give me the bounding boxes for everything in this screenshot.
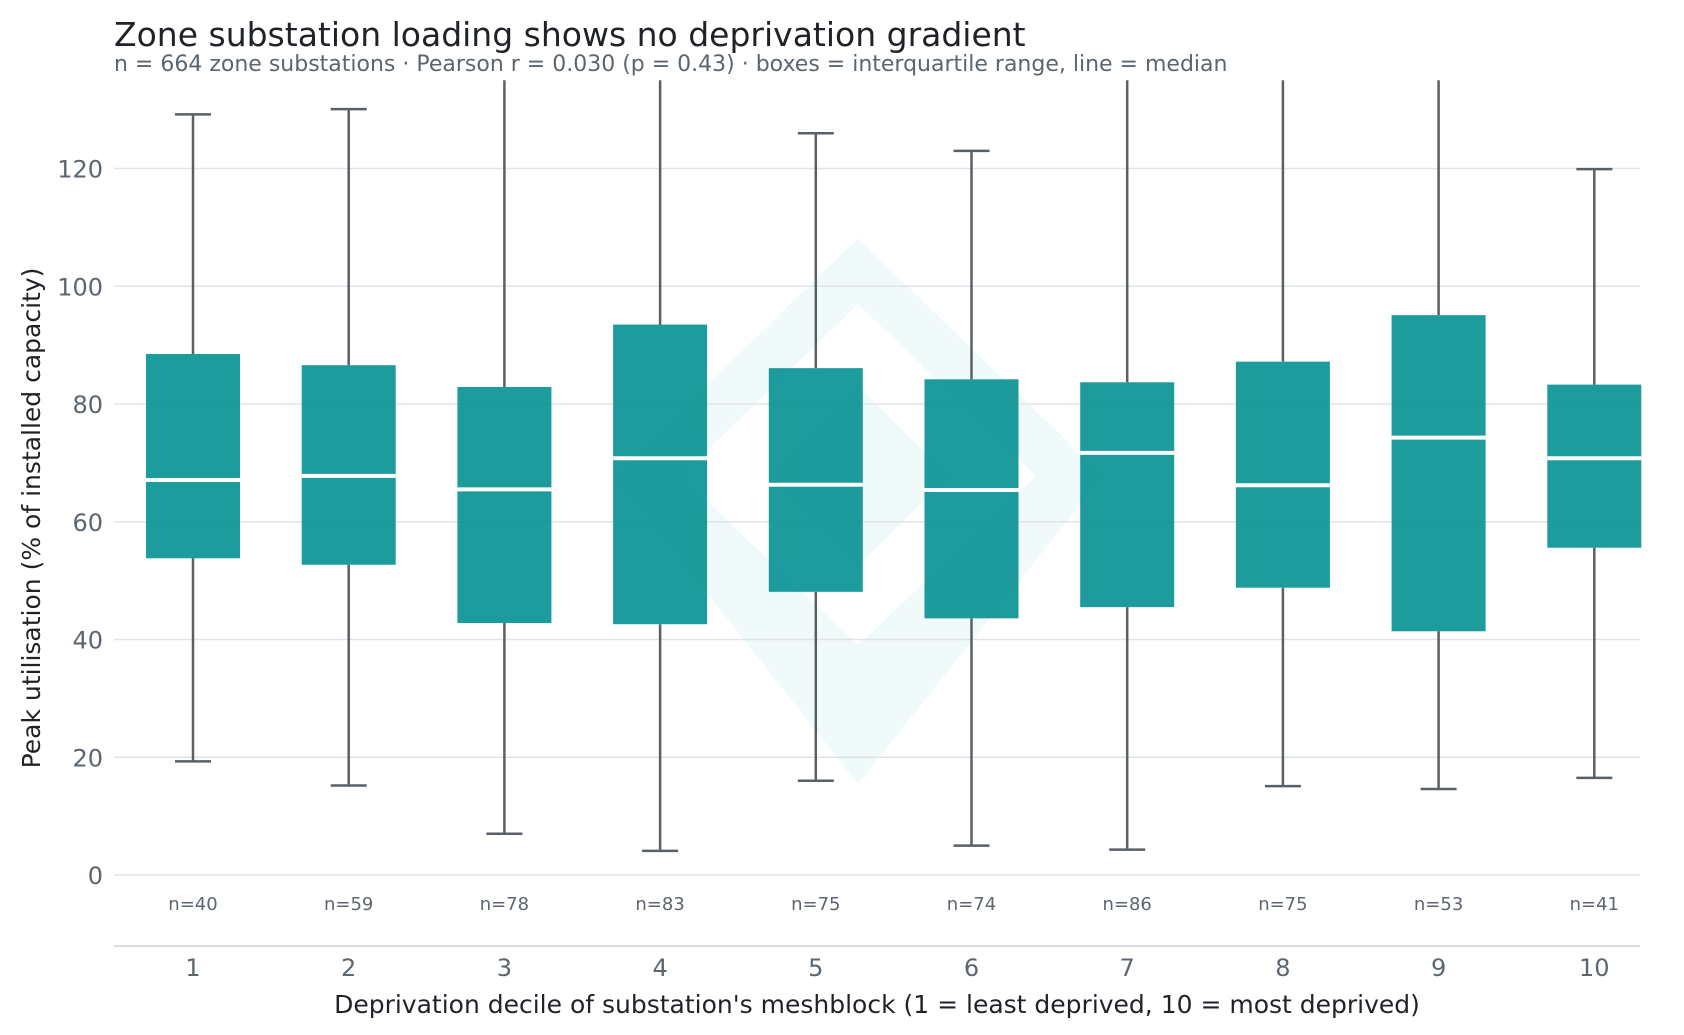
box-decile-2 [301,107,396,787]
y-tick-label: 60 [72,509,103,537]
count-labels: n=40 n=59 n=78 n=83 n=75 n=74 n=86 n=75 n=53 n=41 [168,894,1619,915]
y-tick-label: 0 [88,862,103,890]
box-decile-6 [924,149,1019,847]
box-decile-9 [1391,80,1486,791]
iqr-box [1080,382,1175,608]
x-tick-label: 4 [652,954,667,982]
x-tick-label: 9 [1431,954,1446,982]
x-axis-ticks: 1 2 3 4 5 6 7 8 9 10 [185,954,1609,982]
x-tick-label: 6 [964,954,979,982]
box-decile-3 [457,80,552,836]
x-axis-title: Deprivation decile of substation's meshb… [334,990,1420,1019]
iqr-box [924,379,1019,619]
iqr-box [457,386,552,624]
y-tick-label: 40 [72,627,103,655]
y-axis-title: Peak utilisation (% of installed capacit… [17,268,46,769]
count-label: n=86 [1102,894,1151,915]
count-label: n=75 [1258,894,1307,915]
count-label: n=41 [1570,894,1619,915]
box-decile-8 [1235,80,1330,788]
iqr-box [613,324,708,625]
y-tick-label: 120 [57,156,103,184]
count-label: n=78 [480,894,529,915]
iqr-box [146,354,240,559]
iqr-box [1235,361,1330,588]
box-decile-1 [146,113,240,763]
iqr-box [768,368,863,592]
x-tick-label: 10 [1579,954,1610,982]
box-decile-7 [1080,80,1175,851]
count-label: n=53 [1414,894,1463,915]
count-label: n=74 [947,894,996,915]
iqr-box [1547,384,1642,548]
chart-title: Zone substation loading shows no depriva… [114,15,1026,54]
chart-subtitle: n = 664 zone substations · Pearson r = 0… [114,52,1227,77]
y-tick-label: 100 [57,273,103,301]
box-decile-4 [613,80,708,853]
box-decile-5 [768,131,863,783]
y-axis-ticks: 0 20 40 60 80 100 120 [57,156,103,890]
iqr-box [1391,315,1486,632]
x-tick-label: 7 [1120,954,1135,982]
y-tick-label: 20 [72,744,103,772]
count-label: n=75 [791,894,840,915]
iqr-box [301,365,396,565]
count-label: n=59 [324,894,373,915]
x-tick-label: 5 [808,954,823,982]
x-tick-label: 1 [185,954,200,982]
count-label: n=40 [168,894,217,915]
count-label: n=83 [635,894,684,915]
x-tick-label: 8 [1275,954,1290,982]
box-decile-10 [1547,167,1642,780]
boxes [146,80,1642,853]
x-tick-label: 2 [341,954,356,982]
y-tick-label: 80 [72,391,103,419]
x-tick-label: 3 [497,954,512,982]
